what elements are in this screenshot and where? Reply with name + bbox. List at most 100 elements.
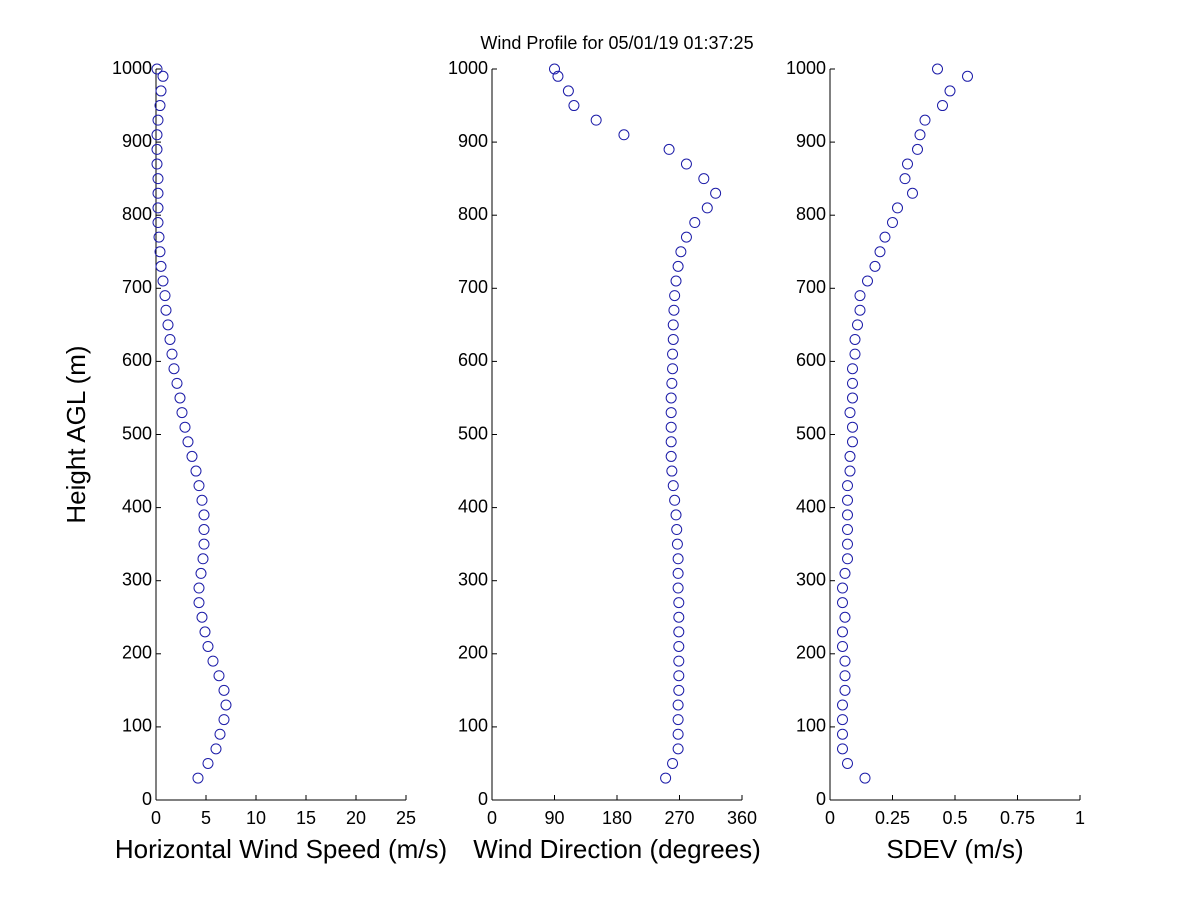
data-point	[849, 348, 861, 360]
data-point	[153, 231, 165, 243]
data-point	[680, 158, 692, 170]
data-point	[198, 509, 210, 521]
y-tick-label: 100	[796, 716, 826, 736]
x-axis-label: Horizontal Wind Speed (m/s)	[115, 834, 447, 864]
data-point	[892, 202, 903, 214]
data-point	[837, 640, 848, 652]
data-point	[672, 743, 684, 755]
x-tick-label: 180	[602, 808, 632, 828]
data-point	[842, 494, 853, 506]
y-tick-label: 800	[458, 204, 488, 224]
y-tick-label: 500	[796, 423, 826, 443]
x-tick-label: 15	[296, 808, 316, 828]
data-point	[152, 202, 164, 214]
data-point	[842, 509, 853, 521]
data-point	[862, 275, 873, 287]
data-point	[665, 392, 677, 404]
data-point	[672, 567, 684, 579]
data-point	[196, 494, 208, 506]
data-point	[666, 465, 678, 477]
data-point	[907, 187, 918, 199]
data-point	[902, 158, 913, 170]
data-point	[844, 465, 856, 477]
data-point	[174, 392, 186, 404]
data-point	[207, 655, 219, 667]
x-tick-label: 0	[487, 808, 497, 828]
y-tick-label: 300	[796, 569, 826, 589]
x-tick-label: 0	[825, 808, 835, 828]
data-point	[842, 524, 853, 536]
x-tick-label: 5	[201, 808, 211, 828]
data-point	[218, 684, 230, 696]
data-point	[962, 70, 973, 82]
y-tick-label: 1000	[786, 58, 826, 78]
data-point	[668, 304, 680, 316]
data-point	[710, 187, 722, 199]
y-tick-label: 100	[458, 716, 488, 736]
data-point	[847, 436, 858, 448]
data-point	[186, 450, 198, 462]
data-point	[198, 538, 210, 550]
data-point	[842, 480, 853, 492]
data-point	[842, 538, 853, 550]
data-point	[196, 611, 208, 623]
data-point	[179, 421, 191, 433]
data-point	[665, 436, 677, 448]
data-point	[164, 333, 176, 345]
data-point	[844, 407, 856, 419]
data-point	[914, 129, 926, 141]
y-tick-label: 0	[816, 789, 826, 809]
data-point	[839, 655, 851, 667]
y-axis-label: Height AGL (m)	[61, 345, 91, 523]
data-point	[549, 63, 560, 75]
y-tick-label: 200	[796, 643, 826, 663]
data-point	[568, 100, 580, 112]
y-tick-label: 1000	[448, 58, 488, 78]
y-tick-label: 800	[122, 204, 152, 224]
data-point	[220, 699, 232, 711]
y-tick-label: 700	[796, 277, 826, 297]
data-point	[665, 450, 677, 462]
y-tick-label: 700	[458, 277, 488, 297]
data-point	[847, 421, 858, 433]
data-point	[839, 684, 851, 696]
data-point	[159, 290, 171, 302]
data-point	[667, 333, 679, 345]
data-point	[190, 465, 202, 477]
x-axis-label: Wind Direction (degrees)	[473, 834, 761, 864]
data-point	[667, 319, 679, 331]
data-point	[837, 626, 848, 638]
y-tick-label: 0	[142, 789, 152, 809]
data-point	[937, 100, 948, 112]
x-tick-label: 0.75	[1000, 808, 1035, 828]
data-point	[672, 582, 684, 594]
data-point	[667, 363, 679, 375]
y-tick-label: 200	[458, 643, 488, 663]
data-point	[162, 319, 174, 331]
data-point	[859, 772, 871, 784]
data-point	[666, 377, 678, 389]
data-point	[837, 582, 848, 594]
data-point	[944, 85, 956, 97]
data-point	[874, 246, 886, 258]
data-point	[154, 246, 166, 258]
data-point	[672, 714, 684, 726]
data-point	[842, 553, 853, 565]
data-point	[673, 626, 685, 638]
data-point	[847, 377, 858, 389]
data-point	[152, 114, 164, 126]
y-tick-label: 500	[122, 423, 152, 443]
data-point	[213, 670, 225, 682]
data-point	[671, 538, 683, 550]
data-point	[168, 363, 180, 375]
y-tick-label: 600	[122, 350, 152, 370]
data-point	[667, 480, 679, 492]
data-point	[672, 553, 684, 565]
data-point	[847, 392, 858, 404]
x-tick-label: 25	[396, 808, 416, 828]
data-point	[157, 70, 169, 82]
data-point	[669, 290, 681, 302]
data-point	[837, 597, 848, 609]
x-tick-label: 1	[1075, 808, 1085, 828]
data-point	[660, 772, 672, 784]
